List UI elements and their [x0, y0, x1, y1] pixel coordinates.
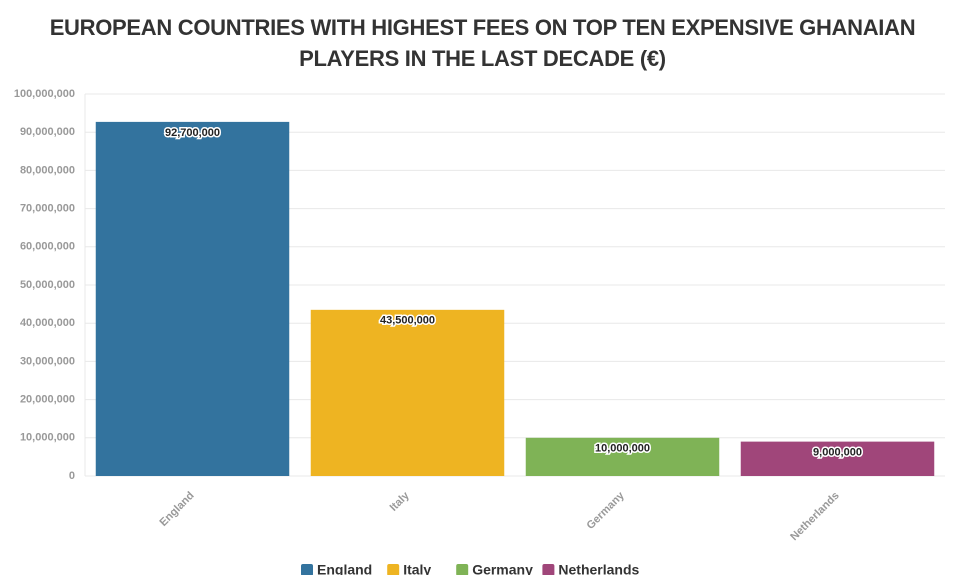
legend-label: England — [317, 562, 372, 575]
value-label: 9,000,000 — [813, 447, 862, 459]
bar — [95, 121, 290, 477]
y-tick-label: 40,000,000 — [20, 317, 75, 329]
y-tick-label: 80,000,000 — [20, 164, 75, 176]
y-tick-label: 20,000,000 — [20, 394, 75, 406]
bar — [525, 437, 720, 476]
legend-swatch — [387, 564, 400, 575]
legend-swatch — [301, 564, 313, 575]
y-tick-label: 60,000,000 — [20, 241, 75, 253]
legend-label: Netherlands — [558, 562, 639, 575]
x-tick-label: Germany — [584, 489, 627, 532]
x-tick-label: Netherlands — [788, 490, 841, 543]
chart-title: EUROPEAN COUNTRIES WITH HIGHEST FEES ON … — [49, 15, 916, 71]
x-tick-label: Italy — [388, 489, 413, 514]
bar — [740, 441, 935, 476]
y-tick-label: 50,000,000 — [20, 279, 75, 291]
y-tick-label: 10,000,000 — [20, 432, 75, 444]
y-tick-label: 70,000,000 — [20, 203, 75, 215]
y-tick-label: 100,000,000 — [14, 88, 75, 100]
legend-label: Germany — [472, 562, 533, 575]
legend-label: Italy — [403, 562, 431, 575]
value-label: 92,700,000 — [165, 127, 220, 139]
value-label: 10,000,000 — [595, 443, 650, 455]
y-tick-label: 30,000,000 — [20, 355, 75, 367]
legend-swatch — [456, 564, 469, 575]
y-tick-label: 0 — [69, 470, 75, 482]
value-label: 43,500,000 — [380, 315, 435, 327]
legend-swatch — [542, 564, 555, 575]
bar — [310, 309, 505, 476]
x-tick-label: England — [158, 490, 197, 529]
y-tick-label: 90,000,000 — [20, 126, 75, 138]
